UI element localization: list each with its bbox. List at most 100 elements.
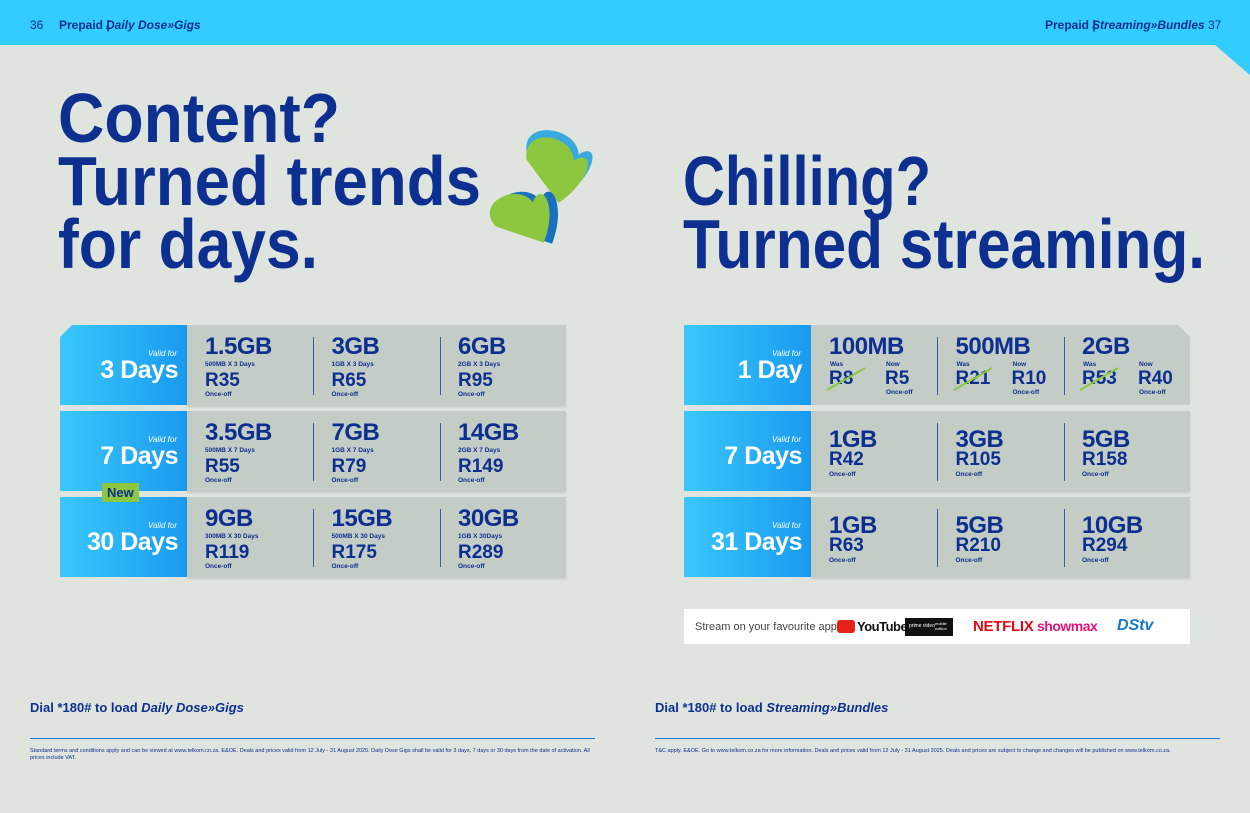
offer-row: Valid for 3 Days 1.5GB 500MB X 3 Days R35 Onc… <box>60 325 566 405</box>
duration-cell: Valid for 7 Days <box>684 411 811 491</box>
headline: Chilling? Turned streaming. <box>683 142 1205 283</box>
data-amount: 2GB <box>1082 333 1130 360</box>
column-divider <box>440 423 441 481</box>
headline-line: Chilling? <box>683 142 931 220</box>
data-amount: 3GB <box>331 333 380 360</box>
detail: 500MB X 30 Days <box>331 533 385 540</box>
note: Once-off <box>458 563 485 570</box>
valid-for: Valid for <box>771 349 801 358</box>
offer-row: Valid for 30 Days 9GB 300MB X 30 Days R119 On… <box>60 483 566 577</box>
column-divider <box>1064 423 1065 481</box>
offer-row: Valid for 31 Days 1GB R63 Once-off 5GB R210 Onc… <box>684 497 1190 577</box>
price: R158 <box>1082 449 1128 470</box>
note: Once-off <box>331 477 359 484</box>
note: Once-off <box>205 477 232 484</box>
column-divider <box>440 509 441 567</box>
price: R294 <box>1082 535 1128 556</box>
data-amount: 1GB <box>829 512 877 539</box>
column-divider <box>937 337 938 395</box>
data-amount: 14GB <box>458 419 519 446</box>
divider <box>655 738 1220 739</box>
duration-cell: Valid for 3 Days <box>60 325 187 405</box>
valid-for: Valid for <box>771 435 801 444</box>
brand: Prepaid | <box>59 18 110 32</box>
offer-row: Valid for 1 Day 100MB Was R8 Now R5 Once-off 500… <box>684 325 1190 405</box>
price: R35 <box>205 370 240 391</box>
terms: Standard terms and conditions apply and … <box>30 748 590 761</box>
dial-product: Daily Dose»Gigs <box>141 700 244 715</box>
note: Once-off <box>458 477 485 484</box>
data-amount: 9GB <box>205 505 253 532</box>
note: Once-off <box>205 391 232 398</box>
price: R42 <box>829 449 864 470</box>
dial-text: Dial *180# to load <box>655 700 763 715</box>
price: R175 <box>331 542 377 563</box>
offers-cell: 100MBWasR8NowR5Once-off500MBWasR21NowR10… <box>811 325 1190 405</box>
note: Once-off <box>1012 389 1040 396</box>
detail: 2GB X 7 Days <box>458 447 501 454</box>
column-divider <box>313 423 314 481</box>
note: Once-off <box>458 391 485 398</box>
dial-text: Dial *180# to load <box>30 700 138 715</box>
data-amount: 7GB <box>331 419 380 446</box>
detail: 300MB X 30 Days <box>205 533 259 540</box>
section-title: Daily Dose»Gigs <box>106 18 201 32</box>
offer-row: Valid for 7 Days 1GB R42 Once-off 3GB R105 Once… <box>684 411 1190 491</box>
valid-for: Valid for <box>147 521 177 530</box>
dial-product: Streaming»Bundles <box>766 700 889 715</box>
offers-cell: 1GB R63 Once-off 5GB R210 Once-off 10GB R294 Onc… <box>811 497 1190 577</box>
data-amount: 10GB <box>1082 512 1143 539</box>
duration: 7 Days <box>100 442 178 470</box>
data-amount: 3.5GB <box>205 419 272 446</box>
now-label: Now <box>1012 361 1027 368</box>
note: Once-off <box>205 563 232 570</box>
netflix-logo: NETFLIX <box>973 618 1034 635</box>
detail: 1GB X 30Days <box>458 533 503 540</box>
column-divider <box>1064 509 1065 567</box>
prime-edition: mobile edition <box>935 621 947 631</box>
offers-cell: 3.5GB 500MB X 7 Days R55 Once-off 7GB 1GB X 7… <box>187 411 566 491</box>
detail: 500MB X 7 Days <box>205 447 255 454</box>
offers-cell: 1GB R42 Once-off 3GB R105 Once-off 5GB R158 Once… <box>811 411 1190 491</box>
valid-for: Valid for <box>771 521 801 530</box>
price: R289 <box>458 542 504 563</box>
prime-text: prime video <box>909 623 935 629</box>
was-label: Was <box>830 361 844 368</box>
duration: 1 Day <box>737 356 803 384</box>
note: Once-off <box>331 391 359 398</box>
column-divider <box>937 423 938 481</box>
note: Once-off <box>1139 389 1166 396</box>
detail: 1GB X 7 Days <box>331 447 374 454</box>
duration: 30 Days <box>86 528 179 556</box>
offers-cell: 1.5GB 500MB X 3 Days R35 Once-off 3GB 1GB X 3… <box>187 325 566 405</box>
youtube-logo: YouTube <box>857 619 908 634</box>
now-label: Now <box>1139 361 1153 368</box>
offers-cell: 9GB 300MB X 30 Days R119 Once-off 15GB 500MB … <box>187 497 566 577</box>
data-amount: 15GB <box>331 505 393 532</box>
data-amount: 500MB <box>955 333 1031 360</box>
data-amount: 6GB <box>458 333 506 360</box>
apps-bar: Stream on your favourite apps. YouTube p… <box>684 609 1190 644</box>
data-amount: 30GB <box>458 505 519 532</box>
duration-cell: Valid for 30 Days <box>60 497 187 577</box>
now-price: R40 <box>1138 368 1173 389</box>
top-bar <box>0 0 1250 45</box>
page-number: 37 <box>1208 18 1222 32</box>
price: R95 <box>458 370 493 391</box>
dial-instruction: Dial *180# to load Daily Dose»Gigs <box>30 700 244 715</box>
duration: 7 Days <box>724 442 802 470</box>
note: Once-off <box>955 471 983 478</box>
headline: Content? Turned trends for days. <box>58 80 593 283</box>
valid-for: Valid for <box>147 435 177 444</box>
showmax-logo: showmax <box>1037 618 1098 634</box>
now-label: Now <box>886 361 900 368</box>
column-divider <box>440 337 441 395</box>
section-title: Streaming»Bundles <box>1092 18 1205 32</box>
data-amount: 5GB <box>955 512 1004 539</box>
data-amount: 1GB <box>829 426 877 453</box>
page-number: 36 <box>30 18 44 32</box>
note: Once-off <box>829 557 856 564</box>
duration-cell: Valid for 1 Day <box>684 325 811 405</box>
column-divider <box>1064 337 1065 395</box>
now-price: R10 <box>1011 368 1047 389</box>
